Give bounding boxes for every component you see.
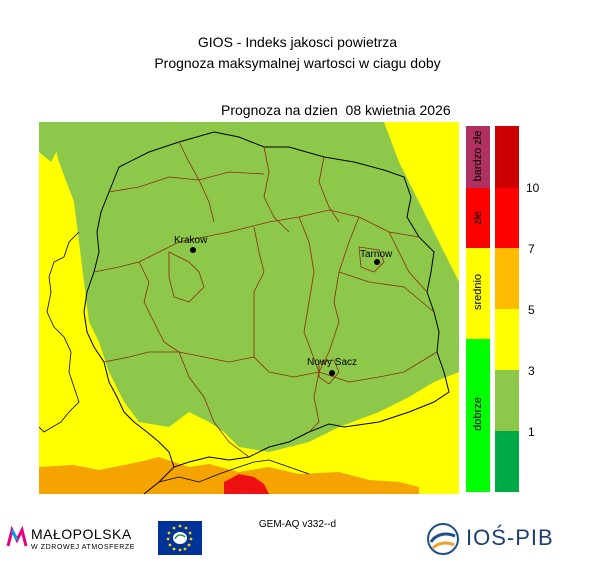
- legend-cat-label: złe: [472, 210, 484, 226]
- scale-band: [495, 126, 519, 188]
- city-label: Krakow: [174, 235, 208, 246]
- green-patch-west: [39, 122, 59, 162]
- legend-cat-label: srednio: [472, 273, 484, 311]
- legend-cat-srednio: [466, 248, 490, 339]
- red-zone: [224, 474, 269, 494]
- ios-pib-logo: IOŚ-PIB: [426, 519, 566, 559]
- scale-band: [495, 248, 519, 309]
- scale-tick: 5: [528, 303, 535, 317]
- malopolska-title: MAŁOPOLSKA: [31, 526, 132, 542]
- county-borders: [93, 141, 438, 458]
- model-version: GEM-AQ v332--d: [258, 519, 337, 530]
- malopolska-mark-icon: [6, 526, 28, 547]
- country-border-south: [158, 459, 310, 483]
- legend-scale: [495, 126, 519, 492]
- scale-band: [495, 188, 519, 248]
- legend-cat-bardzo-zle: [466, 126, 490, 188]
- scale-band: [495, 431, 519, 492]
- map-subtitle: Prognoza maksymalnej wartosci w ciagu do…: [154, 55, 441, 71]
- legend-cat-label: dobrze: [472, 397, 484, 431]
- green-zone: [49, 122, 459, 452]
- malopolska-subtitle: W ZDROWEJ ATMOSFERZE: [31, 544, 136, 551]
- city-tarnow: Tarnow: [360, 249, 393, 265]
- map-title: GIOS - Indeks jakosci powietrza: [197, 34, 398, 50]
- city-label: Nowy Sacz: [307, 357, 357, 368]
- city-marker: [329, 370, 335, 376]
- legend-categories: bardzo złe złe srednio dobrze: [466, 126, 490, 492]
- scale-tick: 1: [528, 425, 535, 439]
- forecast-map: Krakow Tarnow Nowy Sacz: [39, 122, 459, 494]
- forecast-date: Prognoza na dzien 08 kwietnia 2026: [221, 102, 451, 118]
- city-marker: [190, 247, 196, 253]
- legend-cat-dobrze: [466, 339, 490, 492]
- yellow-patch: [39, 440, 149, 467]
- scale-band: [495, 309, 519, 370]
- country-border-west: [39, 231, 80, 433]
- legend-cat-zle: [466, 188, 490, 248]
- city-nowy-sacz: Nowy Sacz: [307, 357, 357, 376]
- scale-tick: 7: [528, 242, 535, 256]
- scale-tick: 3: [528, 364, 535, 378]
- eu-life-logo: [158, 521, 202, 557]
- legend-cat-label: bardzo złe: [472, 130, 484, 182]
- city-marker: [374, 259, 380, 265]
- ios-pib-label: IOŚ-PIB: [466, 525, 554, 550]
- orange-zone: [39, 457, 419, 494]
- scale-band: [495, 370, 519, 431]
- malopolska-logo: MAŁOPOLSKA W ZDROWEJ ATMOSFERZE: [6, 518, 156, 562]
- eu-flag-icon: [158, 521, 202, 555]
- city-krakow: Krakow: [174, 235, 208, 253]
- city-label: Tarnow: [360, 249, 393, 260]
- scale-tick: 10: [526, 181, 540, 195]
- ios-pib-mark-icon: [427, 523, 459, 555]
